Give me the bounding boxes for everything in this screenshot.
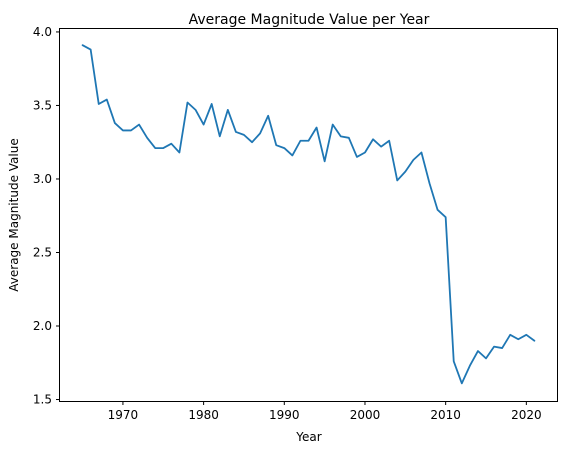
x-tick-label: 1990 (269, 408, 300, 422)
x-tick-label: 2010 (430, 408, 461, 422)
y-axis-label: Average Magnitude Value (7, 138, 21, 291)
series-line (83, 45, 535, 383)
plot-area (60, 29, 558, 402)
chart-title: Average Magnitude Value per Year (189, 12, 430, 28)
x-axis: 1970 1980 1990 2000 2010 2020 (108, 401, 542, 422)
y-tick-label: 1.5 (33, 393, 52, 407)
y-tick-label: 2.0 (33, 319, 52, 333)
x-axis-label: Year (295, 430, 321, 444)
series-layer (83, 45, 535, 383)
y-tick-label: 3.5 (33, 98, 52, 112)
x-tick-label: 2000 (350, 408, 381, 422)
y-tick-label: 2.5 (33, 245, 52, 259)
y-tick-label: 4.0 (33, 25, 52, 39)
y-tick-label: 3.0 (33, 172, 52, 186)
x-tick-label: 1970 (108, 408, 139, 422)
x-tick-label: 1980 (188, 408, 219, 422)
y-axis: 1.5 2.0 2.5 3.0 3.5 4.0 (33, 25, 60, 407)
x-tick-label: 2020 (511, 408, 542, 422)
